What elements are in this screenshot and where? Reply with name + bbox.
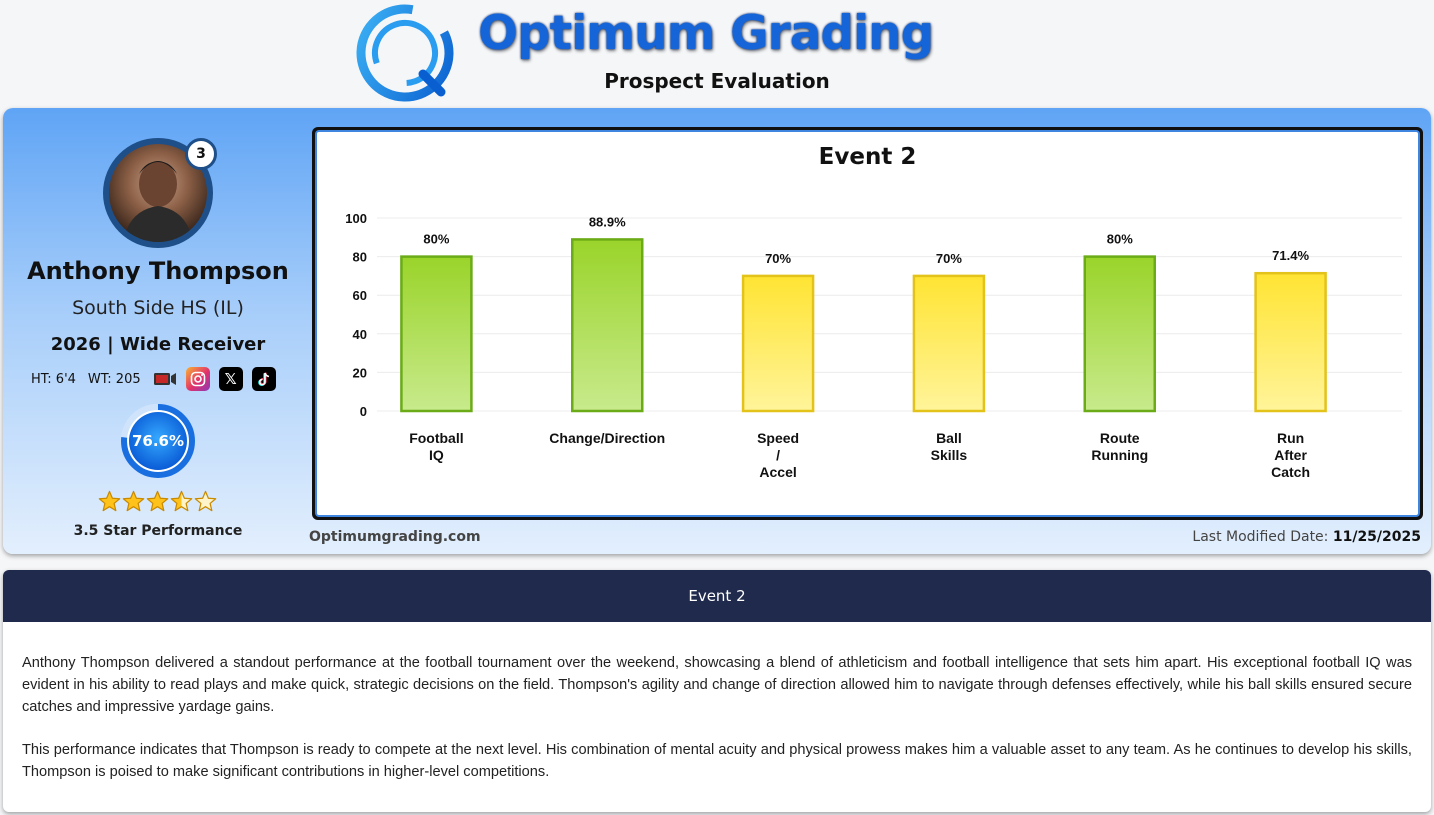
last-modified-date: 11/25/2025 <box>1332 529 1421 545</box>
x-category-label: Ball <box>936 430 962 446</box>
y-tick-label: 0 <box>360 404 367 419</box>
star-icon <box>146 490 169 512</box>
x-category-label: Route <box>1100 430 1140 446</box>
last-modified-label: Last Modified Date: <box>1192 529 1329 545</box>
overall-score-ring <box>121 404 195 478</box>
brand-subtitle: Prospect Evaluation <box>604 69 830 93</box>
star-icon <box>98 490 121 512</box>
x-category-label: Speed <box>757 430 799 446</box>
chart-frame: Event 2 0 20 40 60 80 100 80% Football IQ 88.9% Cha… <box>312 127 1423 520</box>
y-tick-label: 40 <box>353 327 367 342</box>
star-rating <box>98 490 218 514</box>
measurements-row: HT: 6'4 WT: 205 𝕏 <box>31 366 301 392</box>
y-tick-label: 80 <box>353 250 367 265</box>
avatar-wrap: 3 <box>103 138 217 250</box>
video-icon[interactable] <box>153 367 177 391</box>
x-icon[interactable]: 𝕏 <box>218 367 243 391</box>
prospect-card: 3 Anthony Thompson South Side HS (IL) 20… <box>3 108 1431 554</box>
bar-value-label: 88.9% <box>589 214 626 229</box>
x-category-label: Catch <box>1271 464 1310 480</box>
page-header: Optimum Grading Prospect Evaluation <box>0 0 1434 108</box>
y-tick-label: 20 <box>353 365 367 380</box>
star-icon <box>170 490 193 512</box>
site-link[interactable]: Optimumgrading.com <box>309 529 481 545</box>
summary-body: Anthony Thompson delivered a standout pe… <box>3 622 1431 784</box>
chart-bar <box>912 274 986 413</box>
chart-bar <box>1254 271 1327 413</box>
bar-value-label: 80% <box>423 232 449 247</box>
summary-paragraph: Anthony Thompson delivered a standout pe… <box>22 655 1412 715</box>
brand-title: Optimum Grading <box>478 6 934 61</box>
star-rating-label: 3.5 Star Performance <box>73 523 243 539</box>
x-category-label: Skills <box>931 447 968 463</box>
bar-value-label: 70% <box>765 251 791 266</box>
x-category-label: Football <box>409 430 463 446</box>
bar-value-label: 71.4% <box>1272 248 1309 263</box>
x-category-label: Run <box>1277 430 1304 446</box>
overall-score-value: 76.6% <box>131 432 185 450</box>
optimum-logo-icon <box>356 4 454 102</box>
chart-title: Event 2 <box>819 144 917 170</box>
x-category-label: After <box>1274 447 1307 463</box>
x-category-label: Running <box>1091 447 1148 463</box>
player-silhouette-icon <box>123 161 193 242</box>
chart-panel: Event 2 0 20 40 60 80 100 80% Football IQ 88.9% Cha… <box>315 130 1420 517</box>
y-tick-label: 60 <box>353 288 367 303</box>
rank-badge: 3 <box>185 138 217 170</box>
player-class-position: 2026 | Wide Receiver <box>50 334 266 355</box>
tiktok-icon[interactable] <box>251 367 276 391</box>
summary-heading: Event 2 <box>3 570 1431 622</box>
x-category-label: Change/Direction <box>549 430 665 446</box>
overall-score-arc <box>121 404 195 478</box>
x-category-label: / <box>776 447 780 463</box>
chart-bar <box>400 255 473 413</box>
chart-bar <box>741 274 815 413</box>
summary-panel: Event 2 Anthony Thompson delivered a sta… <box>3 570 1431 812</box>
y-tick-label: 100 <box>345 211 367 226</box>
x-category-label: Accel <box>759 464 796 480</box>
avatar <box>103 138 213 248</box>
player-name: Anthony Thompson <box>27 257 289 285</box>
weight-label: WT: 205 <box>87 371 141 387</box>
star-icon <box>194 490 217 512</box>
player-school: South Side HS (IL) <box>72 297 244 319</box>
instagram-icon[interactable] <box>185 367 210 391</box>
bar-value-label: 70% <box>936 251 962 266</box>
summary-paragraph: This performance indicates that Thompson… <box>22 742 1412 780</box>
last-modified: Last Modified Date: 11/25/2025 <box>1192 529 1421 545</box>
star-icon <box>122 490 145 512</box>
chart-bar <box>1083 255 1156 413</box>
height-label: HT: 6'4 <box>31 371 76 387</box>
bar-value-label: 80% <box>1107 232 1133 247</box>
chart-bar <box>571 238 644 413</box>
x-category-label: IQ <box>429 447 444 463</box>
